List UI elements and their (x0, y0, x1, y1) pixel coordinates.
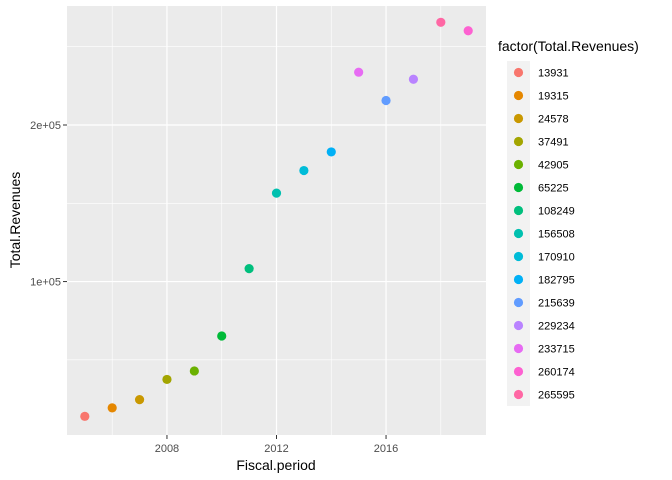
legend-label: 156508 (538, 229, 575, 241)
y-axis-title: Total.Revenues (7, 172, 23, 269)
legend-label: 170910 (538, 252, 575, 264)
legend-swatch (513, 251, 524, 262)
legend-swatch (513, 182, 524, 193)
legend-swatch (513, 67, 524, 78)
data-point (217, 331, 227, 341)
legend-label: 108249 (538, 206, 575, 218)
legend-label: 37491 (538, 137, 569, 149)
data-point (162, 374, 172, 385)
x-axis-title: Fiscal.period (236, 457, 315, 473)
legend-label: 42905 (538, 160, 569, 172)
y-tick-label: 1e+05 (30, 277, 61, 289)
data-point (299, 165, 309, 176)
legend: factor(Total.Revenues) 13931 19315 24578 37… (498, 38, 639, 406)
legend-label: 265595 (538, 390, 575, 402)
legend-swatch (513, 389, 524, 400)
x-tick-label: 2012 (264, 443, 288, 455)
legend-swatch (513, 320, 524, 331)
legend-label: 260174 (538, 367, 575, 379)
grid-major (67, 6, 486, 435)
legend-swatch (513, 136, 524, 147)
legend-label: 229234 (538, 321, 575, 333)
x-tick-label: 2008 (155, 443, 179, 455)
legend-label: 233715 (538, 344, 575, 356)
data-point (354, 67, 364, 77)
legend-items: 13931 19315 24578 37491 42905 65225 108249 1565… (507, 61, 575, 406)
legend-title: factor(Total.Revenues) (498, 38, 639, 54)
legend-label: 65225 (538, 183, 569, 195)
data-point (408, 74, 419, 84)
data-point (134, 395, 145, 405)
legend-swatch (513, 274, 524, 285)
data-point (107, 403, 117, 413)
legend-label: 24578 (538, 114, 569, 126)
data-point (381, 95, 391, 106)
data-point (463, 26, 473, 36)
data-points (80, 17, 473, 421)
legend-swatch (513, 113, 524, 124)
legend-swatch (513, 297, 524, 308)
legend-swatch (513, 343, 524, 354)
legend-label: 215639 (538, 298, 575, 310)
data-point (436, 17, 446, 27)
data-point (326, 147, 336, 157)
y-tick-label: 2e+05 (30, 120, 61, 132)
legend-label: 13931 (538, 68, 569, 80)
legend-swatch (513, 90, 524, 101)
legend-swatch (513, 159, 524, 170)
data-point (244, 264, 254, 274)
data-point (80, 411, 90, 421)
legend-label: 182795 (538, 275, 575, 287)
legend-label: 19315 (538, 91, 569, 103)
x-tick-label: 2016 (374, 443, 398, 455)
data-point (189, 366, 199, 376)
legend-swatch (513, 366, 524, 377)
x-axis: 2008 2012 2016 (155, 435, 398, 455)
data-point (271, 188, 282, 198)
legend-swatch (513, 228, 524, 239)
legend-swatch (513, 205, 524, 216)
y-axis: 1e+05 2e+05 (30, 120, 67, 289)
